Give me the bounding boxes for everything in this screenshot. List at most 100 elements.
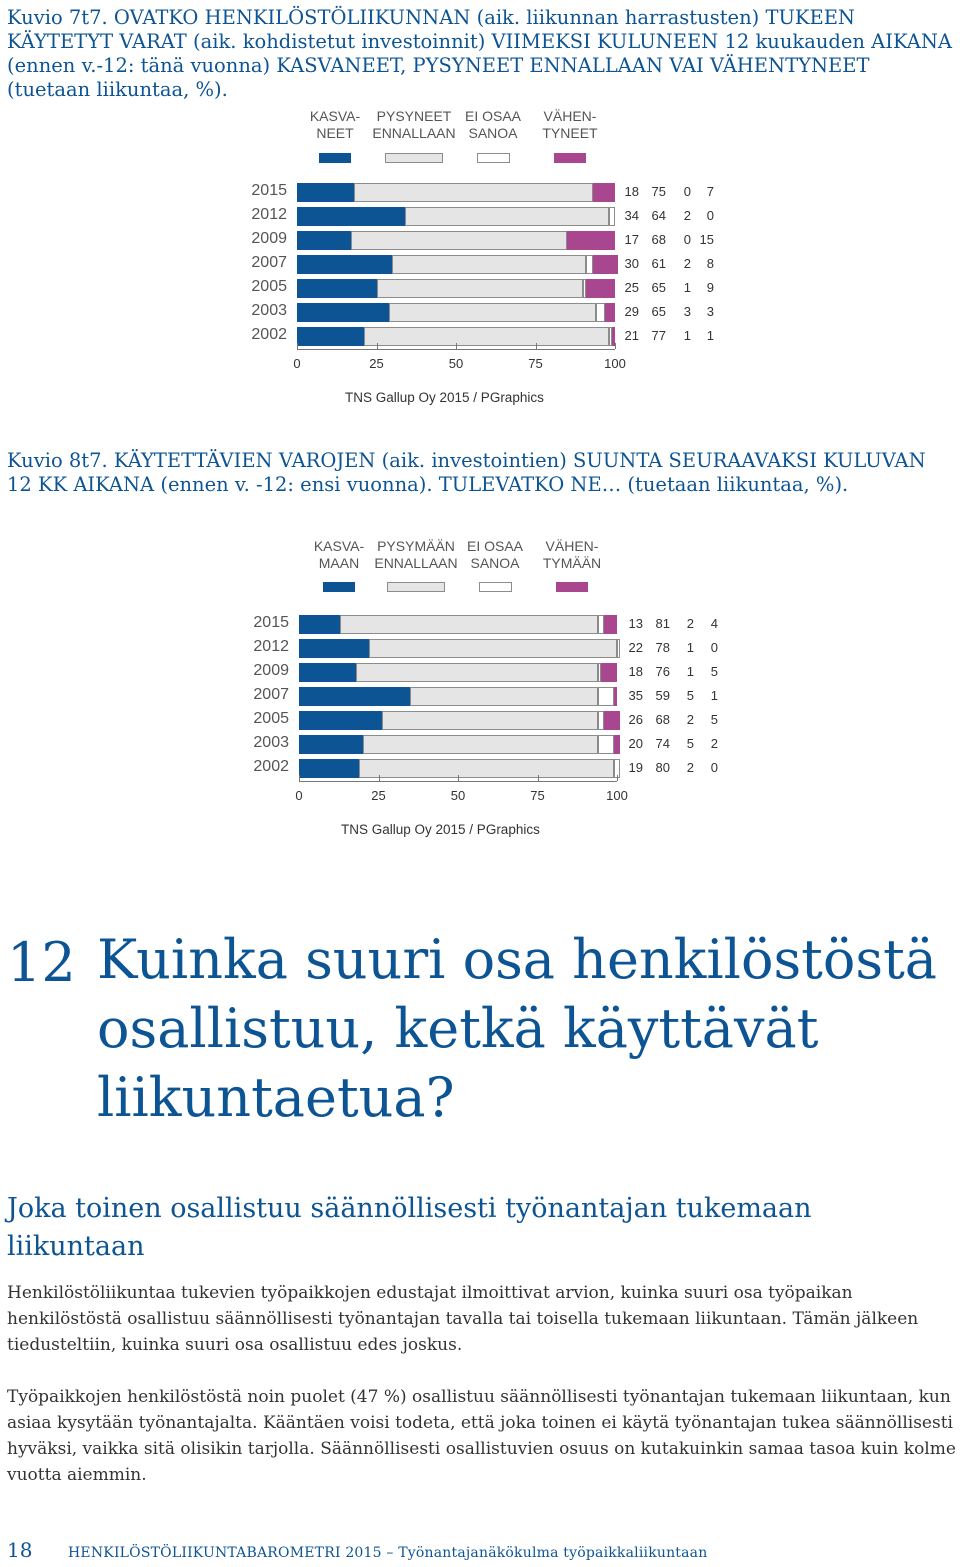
bar-segment-kasv	[297, 279, 377, 298]
bar-segment-pys	[362, 735, 598, 754]
x-tick	[299, 775, 300, 781]
bar-segment-vah	[592, 183, 615, 202]
bar-segment-pys	[351, 231, 568, 250]
value-label: 2	[710, 736, 718, 751]
bar-segment-pys	[376, 279, 584, 298]
value-label: 22	[628, 640, 643, 655]
x-tick	[456, 343, 457, 349]
x-axis	[297, 349, 615, 350]
bar-segment-vah	[604, 711, 621, 730]
value-label: 2	[686, 616, 694, 631]
x-tick-label: 25	[371, 788, 386, 803]
year-label: 2005	[253, 710, 289, 727]
x-tick-label: 100	[606, 788, 628, 803]
value-label: 35	[628, 688, 643, 703]
bar-segment-eos	[597, 663, 602, 682]
bar-segment-vah	[613, 687, 617, 706]
bar-segment-vah	[605, 303, 615, 322]
value-label: 68	[655, 712, 670, 727]
value-label: 7	[706, 184, 714, 199]
x-tick	[458, 775, 459, 781]
year-label: 2015	[251, 182, 287, 199]
bar-segment-eos	[613, 759, 621, 778]
bar-row	[299, 687, 617, 706]
legend-label: EI OSAA SANOA	[464, 108, 522, 141]
year-label: 2002	[253, 758, 289, 775]
bar-segment-kasv	[297, 207, 406, 226]
bar-row	[299, 663, 617, 682]
year-label: 2015	[253, 614, 289, 631]
value-label: 21	[624, 328, 639, 343]
bar-row	[297, 327, 615, 346]
legend-label: KASVA- NEET	[309, 108, 361, 141]
bar-row	[297, 231, 615, 250]
value-label: 1	[706, 328, 714, 343]
value-label: 25	[624, 280, 639, 295]
value-label: 0	[683, 184, 691, 199]
bar-segment-pys	[410, 687, 598, 706]
legend-label: VÄHEN- TYMÄÄN	[542, 538, 602, 571]
paragraph-2: Työpaikkojen henkilöstöstä noin puolet (…	[7, 1387, 956, 1485]
bar-segment-eos	[595, 303, 606, 322]
x-tick-label: 75	[530, 788, 545, 803]
value-label: 3	[683, 304, 691, 319]
x-axis	[299, 781, 617, 782]
chart-source: TNS Gallup Oy 2015 / PGraphics	[345, 390, 544, 405]
bar-segment-eos	[597, 687, 614, 706]
bar-segment-eos	[608, 207, 615, 226]
bar-segment-pys	[356, 663, 598, 682]
value-label: 78	[655, 640, 670, 655]
figure-caption-7: Kuvio 7t7. OVATKO HENKILÖSTÖLIIKUNNAN (a…	[7, 6, 952, 101]
bar-row	[297, 183, 615, 202]
legend-label: PYSYMÄÄN ENNALLAAN	[374, 538, 458, 571]
year-label: 2003	[251, 302, 287, 319]
bar-segment-vah	[592, 255, 619, 274]
bar-segment-eos	[597, 615, 605, 634]
paragraph-1: Henkilöstöliikuntaa tukevien työpaikkoje…	[7, 1283, 919, 1355]
page-number: 18	[7, 1538, 33, 1562]
value-label: 65	[651, 304, 666, 319]
bar-row	[299, 711, 621, 730]
value-label: 5	[710, 712, 718, 727]
value-label: 77	[651, 328, 666, 343]
bar-segment-eos	[597, 735, 614, 754]
year-label: 2009	[251, 230, 287, 247]
value-label: 5	[686, 736, 694, 751]
value-label: 2	[686, 760, 694, 775]
year-label: 2012	[253, 638, 289, 655]
bar-segment-kasv	[299, 759, 360, 778]
chart-varat-viimeksi: KASVA- NEET PYSYNEET ENNALLAAN EI OSAA SAN…	[0, 0, 760, 420]
x-tick	[535, 343, 537, 349]
bar-segment-vah	[601, 663, 617, 682]
bar-segment-eos	[608, 327, 612, 346]
bar-segment-kasv	[297, 303, 390, 322]
value-label: 75	[651, 184, 666, 199]
value-label: 5	[710, 664, 718, 679]
bar-segment-vah	[611, 327, 615, 346]
bar-segment-pys	[368, 639, 617, 658]
year-label: 2007	[253, 686, 289, 703]
x-tick	[376, 343, 378, 349]
value-label: 1	[686, 640, 694, 655]
value-label: 9	[706, 280, 714, 295]
x-tick-label: 50	[450, 788, 466, 803]
bar-segment-kasv	[297, 183, 355, 202]
bar-segment-vah	[613, 735, 621, 754]
value-label: 18	[624, 184, 639, 199]
legend-swatch-kasv	[323, 582, 355, 592]
value-label: 13	[628, 616, 643, 631]
value-label: 1	[683, 280, 691, 295]
value-label: 17	[624, 232, 639, 247]
bar-row	[299, 615, 617, 634]
subheading: Joka toinen osallistuu säännöllisesti ty…	[7, 1193, 812, 1262]
legend-label: VÄHEN- TYNEET	[542, 108, 598, 141]
x-tick	[378, 775, 380, 781]
chart-varat-seuraavaksi: KASVA- MAAN PYSYMÄÄN ENNALLAAN EI OSAA SAN…	[0, 0, 760, 860]
value-label: 8	[706, 256, 714, 271]
value-label: 5	[686, 688, 694, 703]
bar-segment-pys	[389, 303, 596, 322]
bar-segment-kasv	[299, 615, 341, 634]
legend-swatch-kasv	[319, 153, 351, 163]
x-tick	[615, 343, 616, 349]
value-label: 81	[655, 616, 670, 631]
